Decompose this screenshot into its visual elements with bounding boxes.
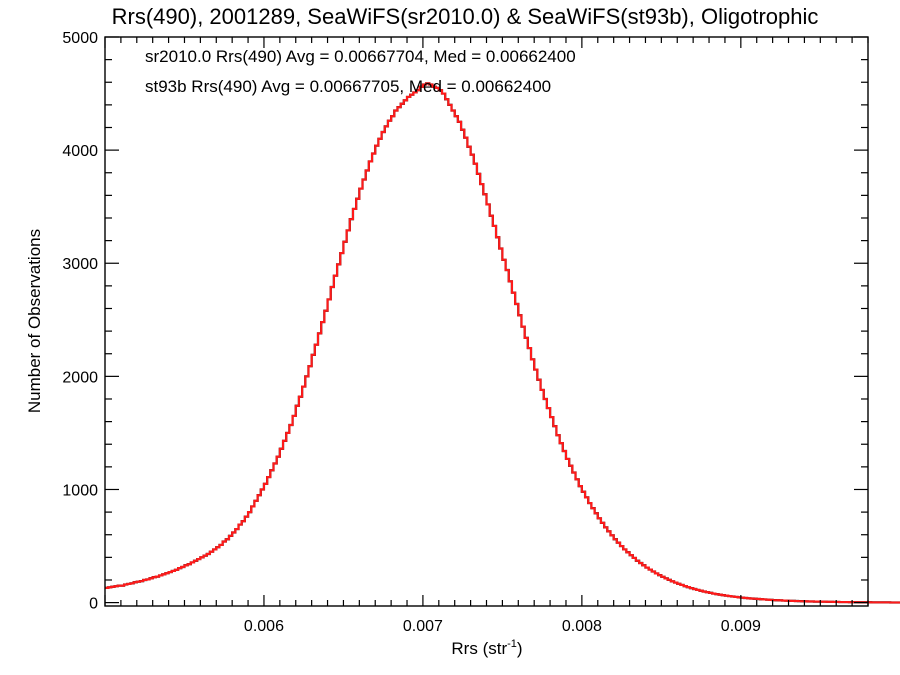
x-tick-label: 0.008 [562,618,602,635]
axes-group [104,36,869,607]
histogram-series-st93b [105,82,900,604]
x-axis-label-main: Rrs (str [451,639,507,658]
y-tick-label: 5000 [62,30,98,47]
chart-title: Rrs(490), 2001289, SeaWiFS(sr2010.0) & S… [112,4,819,29]
x-axis-label-superscript: -1 [507,638,517,650]
x-tick-label: 0.006 [244,618,284,635]
y-tick-label: 3000 [62,256,98,273]
y-tick-label: 0 [89,596,98,613]
plot-area [105,82,900,604]
x-tick-label: 0.009 [721,618,761,635]
x-tick-label: 0.007 [403,618,443,635]
y-axis-label: Number of Observations [25,229,44,413]
y-tick-label: 1000 [62,482,98,499]
y-tick-label: 4000 [62,143,98,160]
legend-entry-sr2010: sr2010.0 Rrs(490) Avg = 0.00667704, Med … [145,47,576,66]
x-axis-label-close: ) [517,639,523,658]
y-tick-label: 2000 [62,369,98,386]
x-axis-label: Rrs (str-1) [451,638,522,658]
legend-entry-st93b: st93b Rrs(490) Avg = 0.00667705, Med = 0… [145,77,551,96]
